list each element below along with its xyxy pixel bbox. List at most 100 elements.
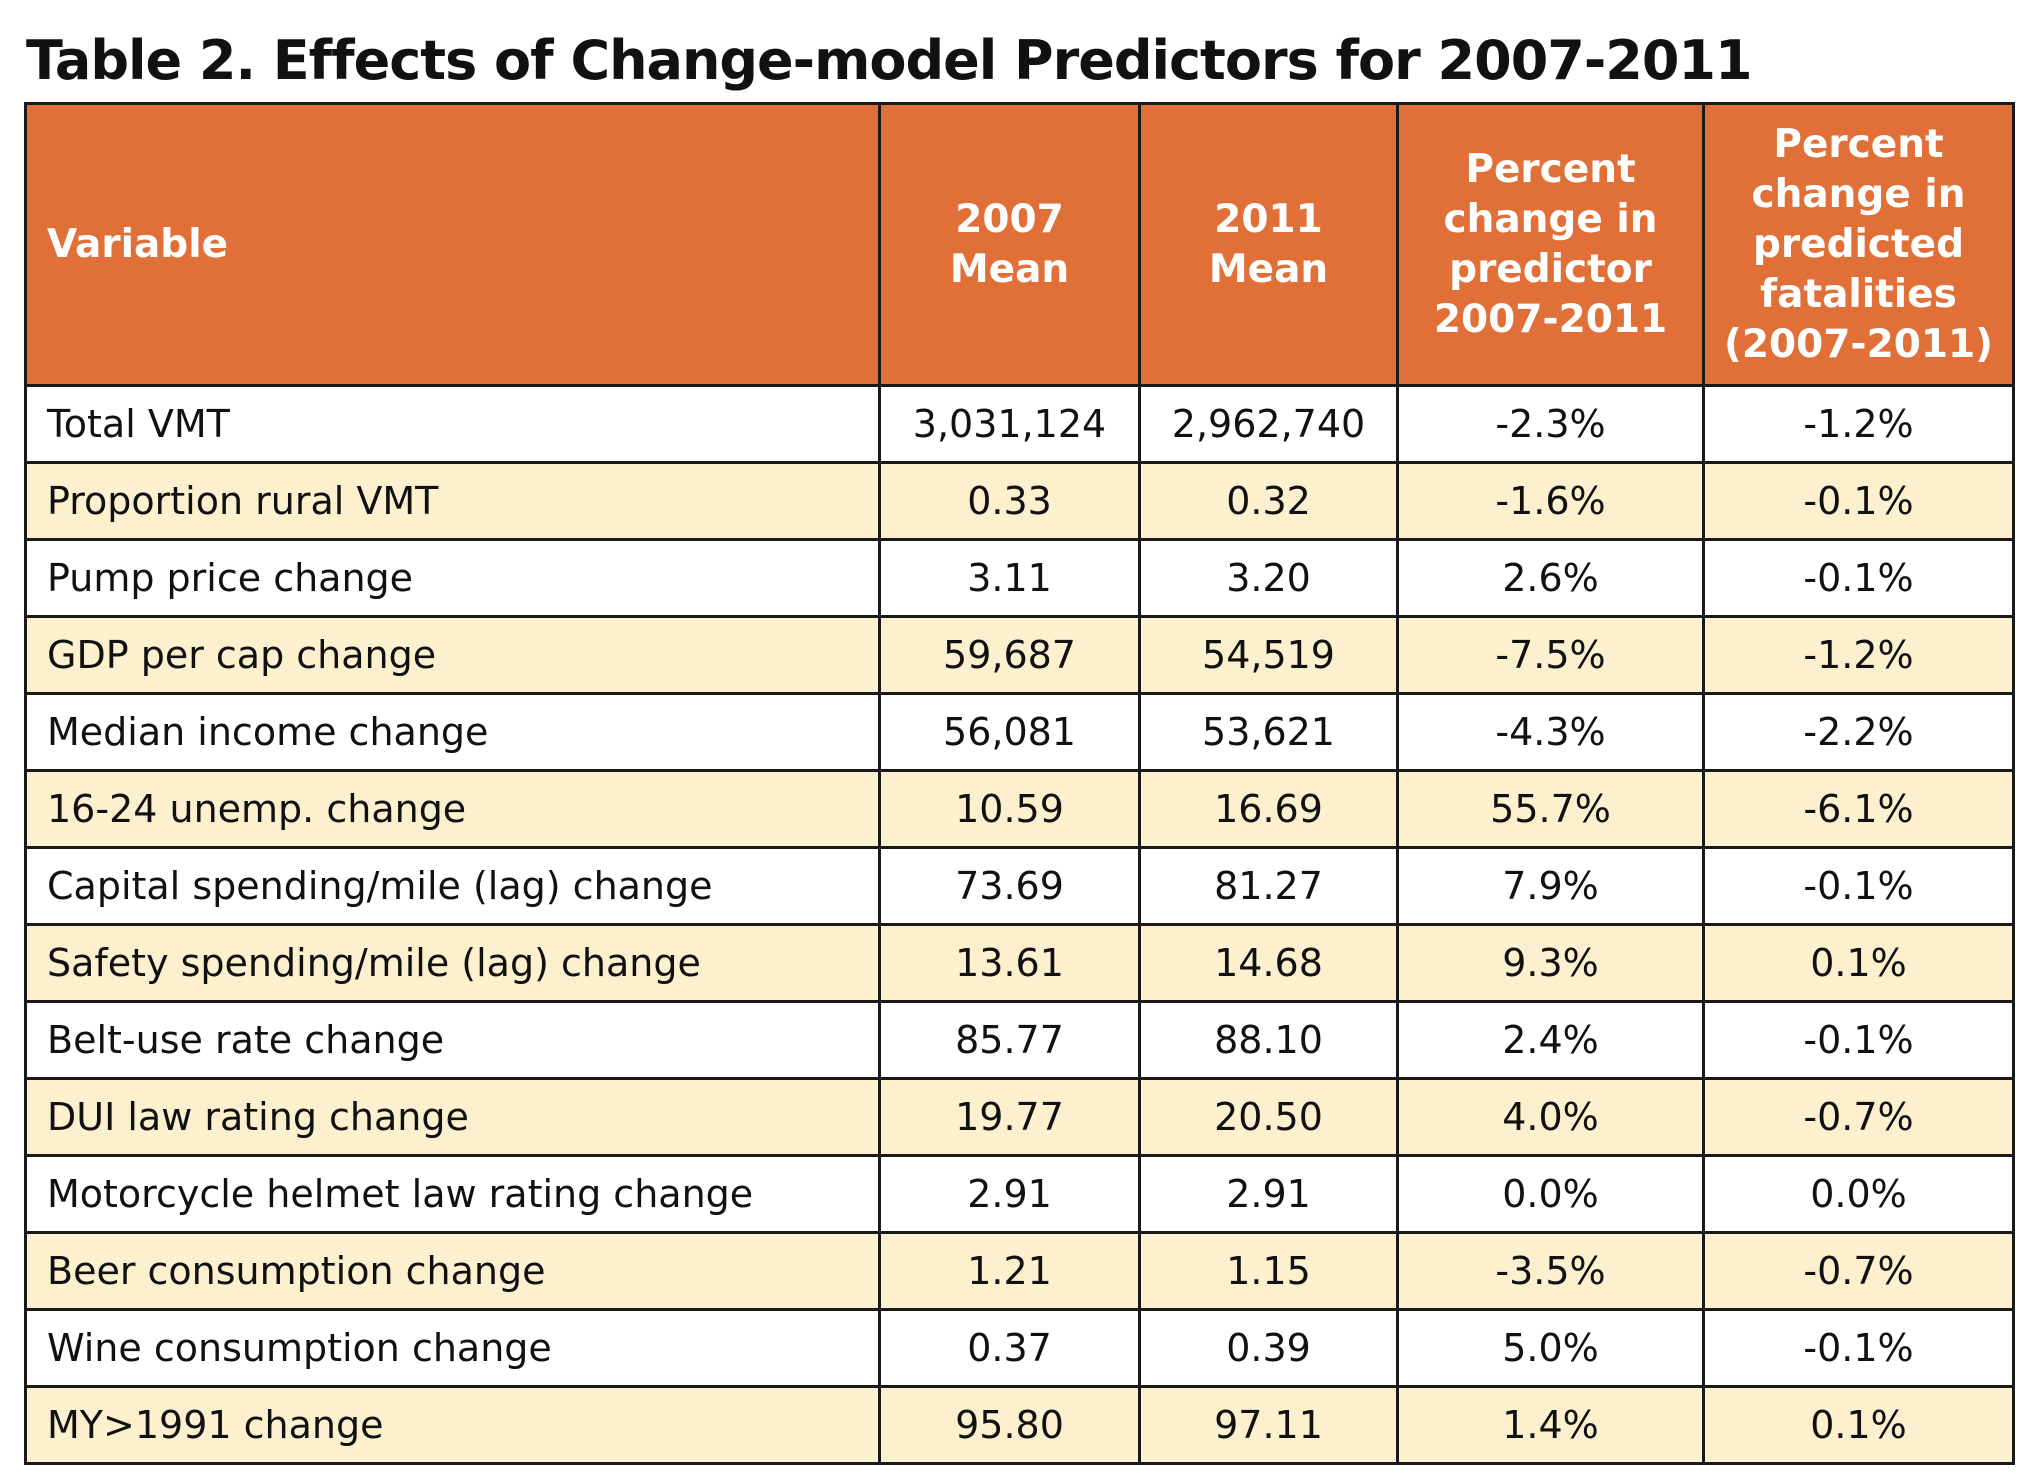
cell-percent-change-predictor: -4.3% <box>1396 692 1705 772</box>
cell-variable: Belt-use rate change <box>24 1000 881 1080</box>
header-row: Variable 2007 Mean 2011 Mean Percent cha… <box>24 102 2015 387</box>
cell-2011-mean: 2.91 <box>1138 1154 1399 1234</box>
cell-variable: Total VMT <box>24 384 881 464</box>
cell-percent-change-fatalities: -0.1% <box>1702 538 2015 618</box>
cell-percent-change-fatalities: 0.1% <box>1702 1385 2015 1465</box>
cell-2007-mean: 0.37 <box>878 1308 1141 1388</box>
cell-2011-mean: 1.15 <box>1138 1231 1399 1311</box>
cell-2007-mean: 19.77 <box>878 1077 1141 1157</box>
header-line: Mean <box>1208 246 1329 292</box>
cell-2011-mean: 20.50 <box>1138 1077 1399 1157</box>
header-line: change in <box>1443 196 1658 242</box>
header-line: (2007-2011) <box>1724 321 1993 367</box>
cell-2007-mean: 10.59 <box>878 769 1141 849</box>
cell-percent-change-fatalities: -6.1% <box>1702 769 2015 849</box>
table-row: Safety spending/mile (lag) change 13.61 … <box>24 923 2015 1003</box>
cell-2011-mean: 14.68 <box>1138 923 1399 1003</box>
cell-variable: Motorcycle helmet law rating change <box>24 1154 881 1234</box>
cell-2007-mean: 3.11 <box>878 538 1141 618</box>
cell-percent-change-predictor: 4.0% <box>1396 1077 1705 1157</box>
cell-percent-change-predictor: 2.4% <box>1396 1000 1705 1080</box>
cell-percent-change-fatalities: -1.2% <box>1702 384 2015 464</box>
cell-percent-change-fatalities: -0.1% <box>1702 846 2015 926</box>
cell-percent-change-predictor: 5.0% <box>1396 1308 1705 1388</box>
cell-2007-mean: 95.80 <box>878 1385 1141 1465</box>
header-line: fatalities <box>1760 271 1957 317</box>
cell-2011-mean: 97.11 <box>1138 1385 1399 1465</box>
header-line: Percent <box>1465 146 1636 192</box>
table-row: DUI law rating change 19.77 20.50 4.0% -… <box>24 1077 2015 1157</box>
cell-variable: Beer consumption change <box>24 1231 881 1311</box>
cell-2011-mean: 3.20 <box>1138 538 1399 618</box>
table-row: MY>1991 change 95.80 97.11 1.4% 0.1% <box>24 1385 2015 1465</box>
cell-percent-change-fatalities: -0.1% <box>1702 1308 2015 1388</box>
cell-percent-change-fatalities: -1.2% <box>1702 615 2015 695</box>
header-line: predictor <box>1449 246 1652 292</box>
cell-percent-change-predictor: -1.6% <box>1396 461 1705 541</box>
cell-variable: DUI law rating change <box>24 1077 881 1157</box>
cell-2007-mean: 1.21 <box>878 1231 1141 1311</box>
table-row: Beer consumption change 1.21 1.15 -3.5% … <box>24 1231 2015 1311</box>
cell-variable: Capital spending/mile (lag) change <box>24 846 881 926</box>
cell-percent-change-predictor: -2.3% <box>1396 384 1705 464</box>
header-2011-mean: 2011 Mean <box>1138 102 1399 387</box>
table-row: Median income change 56,081 53,621 -4.3%… <box>24 692 2015 772</box>
header-line: predicted <box>1752 221 1964 267</box>
table-row: Motorcycle helmet law rating change 2.91… <box>24 1154 2015 1234</box>
cell-variable: Wine consumption change <box>24 1308 881 1388</box>
cell-variable: Pump price change <box>24 538 881 618</box>
cell-percent-change-predictor: 2.6% <box>1396 538 1705 618</box>
cell-2011-mean: 0.32 <box>1138 461 1399 541</box>
header-line: 2007-2011 <box>1433 296 1668 342</box>
cell-percent-change-fatalities: -0.7% <box>1702 1077 2015 1157</box>
header-line: 2011 <box>1214 196 1323 242</box>
cell-2007-mean: 56,081 <box>878 692 1141 772</box>
header-line: Percent <box>1773 121 1944 167</box>
cell-percent-change-fatalities: -0.7% <box>1702 1231 2015 1311</box>
cell-percent-change-predictor: -3.5% <box>1396 1231 1705 1311</box>
header-percent-change-fatalities: Percent change in predicted fatalities (… <box>1702 102 2015 387</box>
cell-percent-change-fatalities: 0.0% <box>1702 1154 2015 1234</box>
cell-variable: GDP per cap change <box>24 615 881 695</box>
cell-percent-change-fatalities: -0.1% <box>1702 461 2015 541</box>
cell-2007-mean: 85.77 <box>878 1000 1141 1080</box>
cell-percent-change-predictor: 7.9% <box>1396 846 1705 926</box>
cell-variable: 16-24 unemp. change <box>24 769 881 849</box>
table-row: Wine consumption change 0.37 0.39 5.0% -… <box>24 1308 2015 1388</box>
table-row: Pump price change 3.11 3.20 2.6% -0.1% <box>24 538 2015 618</box>
cell-2007-mean: 2.91 <box>878 1154 1141 1234</box>
cell-2011-mean: 88.10 <box>1138 1000 1399 1080</box>
cell-2007-mean: 59,687 <box>878 615 1141 695</box>
cell-2011-mean: 2,962,740 <box>1138 384 1399 464</box>
cell-percent-change-predictor: 9.3% <box>1396 923 1705 1003</box>
cell-variable: MY>1991 change <box>24 1385 881 1465</box>
cell-2011-mean: 53,621 <box>1138 692 1399 772</box>
cell-2011-mean: 0.39 <box>1138 1308 1399 1388</box>
cell-2007-mean: 13.61 <box>878 923 1141 1003</box>
cell-2007-mean: 73.69 <box>878 846 1141 926</box>
table-row: Total VMT 3,031,124 2,962,740 -2.3% -1.2… <box>24 384 2015 464</box>
header-percent-change-predictor: Percent change in predictor 2007-2011 <box>1396 102 1705 387</box>
cell-percent-change-predictor: 0.0% <box>1396 1154 1705 1234</box>
header-variable: Variable <box>24 102 881 387</box>
table-row: GDP per cap change 59,687 54,519 -7.5% -… <box>24 615 2015 695</box>
cell-2007-mean: 3,031,124 <box>878 384 1141 464</box>
cell-variable: Safety spending/mile (lag) change <box>24 923 881 1003</box>
cell-percent-change-predictor: -7.5% <box>1396 615 1705 695</box>
cell-variable: Proportion rural VMT <box>24 461 881 541</box>
table-row: Belt-use rate change 85.77 88.10 2.4% -0… <box>24 1000 2015 1080</box>
header-line: Mean <box>949 246 1070 292</box>
header-2007-mean: 2007 Mean <box>878 102 1141 387</box>
cell-2011-mean: 54,519 <box>1138 615 1399 695</box>
cell-2011-mean: 16.69 <box>1138 769 1399 849</box>
cell-percent-change-fatalities: -2.2% <box>1702 692 2015 772</box>
cell-percent-change-fatalities: -0.1% <box>1702 1000 2015 1080</box>
cell-2011-mean: 81.27 <box>1138 846 1399 926</box>
cell-percent-change-fatalities: 0.1% <box>1702 923 2015 1003</box>
cell-percent-change-predictor: 1.4% <box>1396 1385 1705 1465</box>
cell-percent-change-predictor: 55.7% <box>1396 769 1705 849</box>
table-row: Proportion rural VMT 0.33 0.32 -1.6% -0.… <box>24 461 2015 541</box>
cell-2007-mean: 0.33 <box>878 461 1141 541</box>
header-line: 2007 <box>955 196 1064 242</box>
table-title: Table 2. Effects of Change-model Predict… <box>26 29 1753 92</box>
